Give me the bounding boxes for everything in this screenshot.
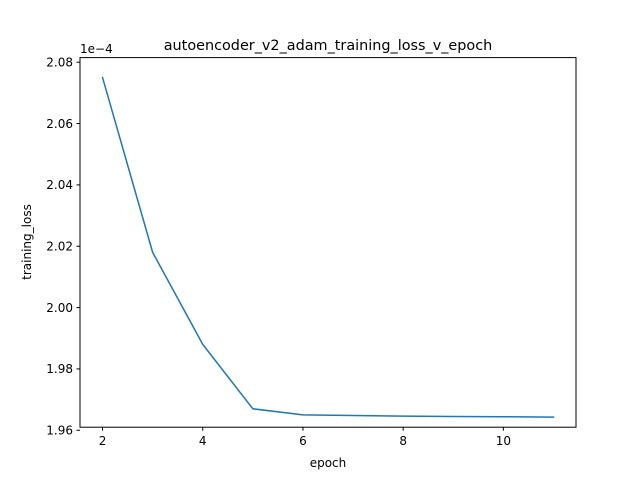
x-tick-label: 4 <box>199 434 207 448</box>
y-axis-label: training_loss <box>20 204 34 280</box>
x-tick-label: 2 <box>99 434 107 448</box>
y-tick-label: 2.02 <box>46 240 73 254</box>
x-tick-label: 8 <box>399 434 407 448</box>
x-tick-label: 6 <box>299 434 307 448</box>
y-tick-label: 2.04 <box>46 178 73 192</box>
x-tick-label: 10 <box>496 434 511 448</box>
y-tick-label: 2.00 <box>46 301 73 315</box>
series-line <box>101 76 555 418</box>
x-axis: 2 4 6 8 10 <box>99 427 511 448</box>
y-tick-label: 1.98 <box>46 362 73 376</box>
plot-area <box>101 76 555 418</box>
y-tick-label: 2.08 <box>46 56 73 70</box>
y-offset-text: 1e−4 <box>80 42 113 56</box>
chart-title: autoencoder_v2_adam_training_loss_v_epoc… <box>164 38 493 54</box>
x-axis-label: epoch <box>310 456 347 470</box>
y-tick-label: 2.06 <box>46 117 73 131</box>
y-tick-label: 1.96 <box>46 424 73 438</box>
plot-frame <box>79 57 577 428</box>
y-axis: 1.96 1.98 2.00 2.02 2.04 2.06 2.08 <box>46 56 80 438</box>
